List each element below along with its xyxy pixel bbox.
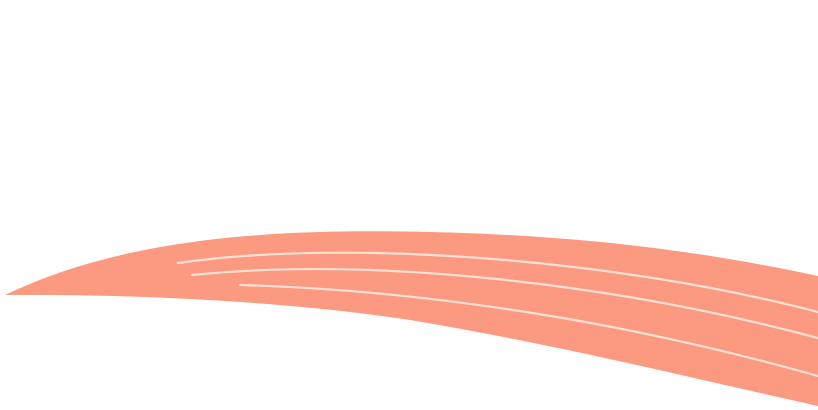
swoosh-stripe-bottom (238, 283, 818, 378)
swoosh-shape (5, 231, 818, 406)
swoosh-stripe-middle (190, 268, 818, 340)
swoosh-stripe-top (176, 251, 818, 314)
